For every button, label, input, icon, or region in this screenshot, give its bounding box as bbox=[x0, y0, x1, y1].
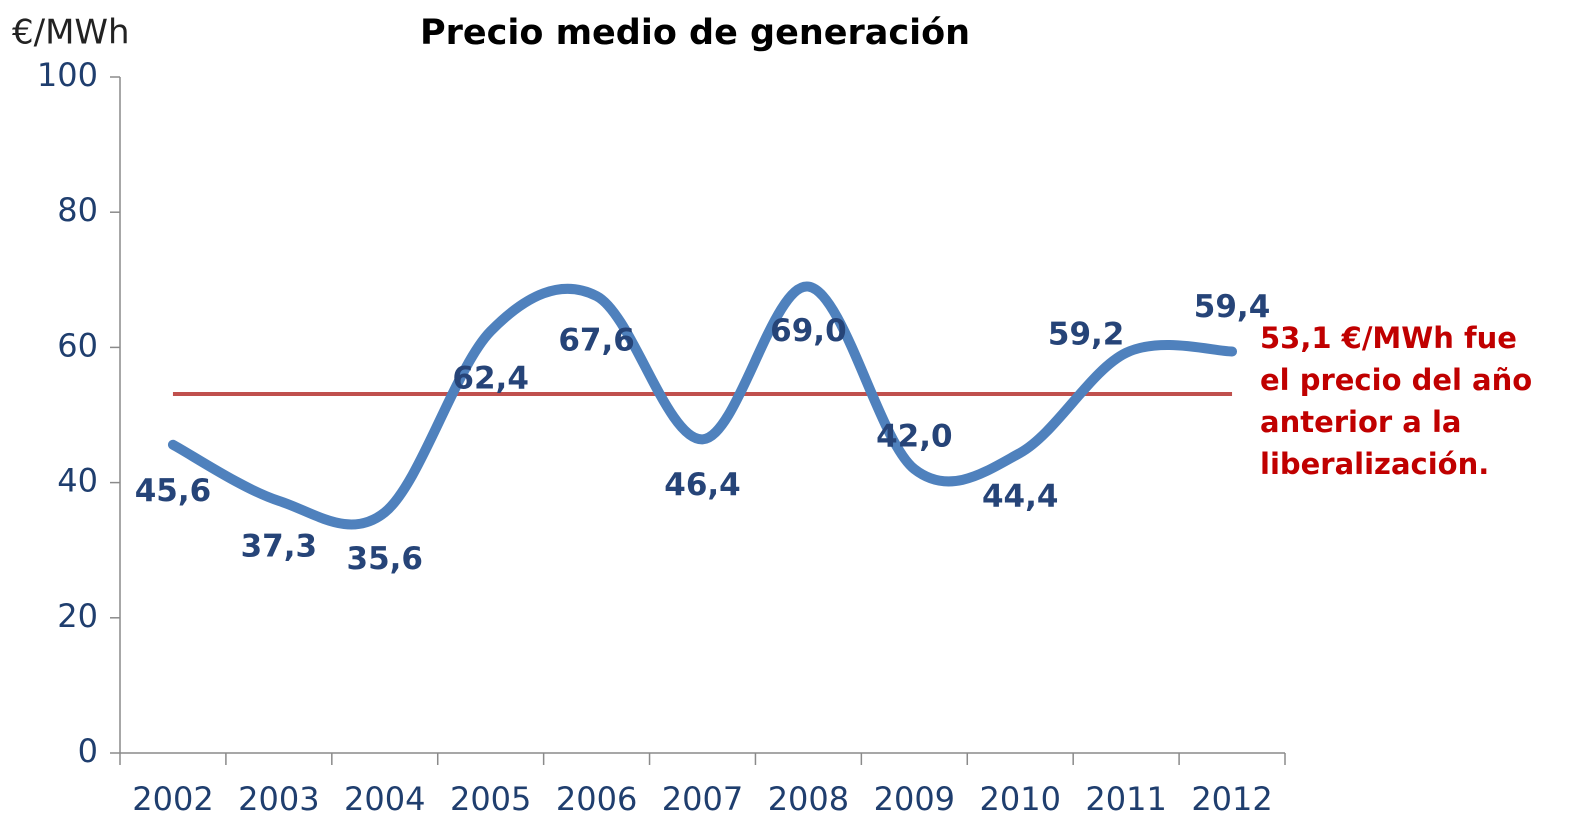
data-label: 37,3 bbox=[241, 528, 318, 564]
y-tick-label: 20 bbox=[57, 597, 98, 635]
data-label: 35,6 bbox=[347, 541, 424, 577]
x-tick-label: 2002 bbox=[132, 780, 213, 818]
data-label: 45,6 bbox=[135, 473, 212, 509]
y-axis-label: €/MWh bbox=[12, 13, 130, 53]
x-tick-label: 2010 bbox=[980, 780, 1061, 818]
y-tick-label: 60 bbox=[57, 326, 98, 364]
x-tick-label: 2003 bbox=[238, 780, 319, 818]
data-label: 67,6 bbox=[558, 323, 635, 359]
data-label: 69,0 bbox=[770, 313, 847, 349]
data-label: 42,0 bbox=[876, 419, 953, 455]
y-tick-label: 0 bbox=[78, 732, 98, 770]
x-tick-label: 2007 bbox=[662, 780, 743, 818]
x-tick-label: 2004 bbox=[344, 780, 425, 818]
data-label: 59,4 bbox=[1194, 289, 1271, 325]
y-tick-label: 80 bbox=[57, 191, 98, 229]
x-tick-label: 2011 bbox=[1085, 780, 1166, 818]
x-tick-label: 2008 bbox=[768, 780, 849, 818]
chart-title: Precio medio de generación bbox=[420, 13, 970, 53]
x-tick-label: 2006 bbox=[556, 780, 637, 818]
x-tick-label: 2005 bbox=[450, 780, 531, 818]
annotation: liberalización. bbox=[1260, 447, 1489, 481]
annotation: anterior a la bbox=[1260, 405, 1462, 439]
data-label: 44,4 bbox=[982, 478, 1059, 514]
y-tick-label: 100 bbox=[37, 56, 98, 94]
x-tick-label: 2009 bbox=[874, 780, 955, 818]
line bbox=[167, 281, 1238, 530]
data-label: 46,4 bbox=[664, 467, 741, 503]
data-label: 62,4 bbox=[452, 361, 529, 397]
annotation: el precio del año bbox=[1260, 363, 1532, 397]
annotation: 53,1 €/MWh fue bbox=[1260, 321, 1517, 355]
y-tick-label: 40 bbox=[57, 462, 98, 500]
data-label: 59,2 bbox=[1048, 316, 1125, 352]
x-tick-label: 2012 bbox=[1191, 780, 1272, 818]
